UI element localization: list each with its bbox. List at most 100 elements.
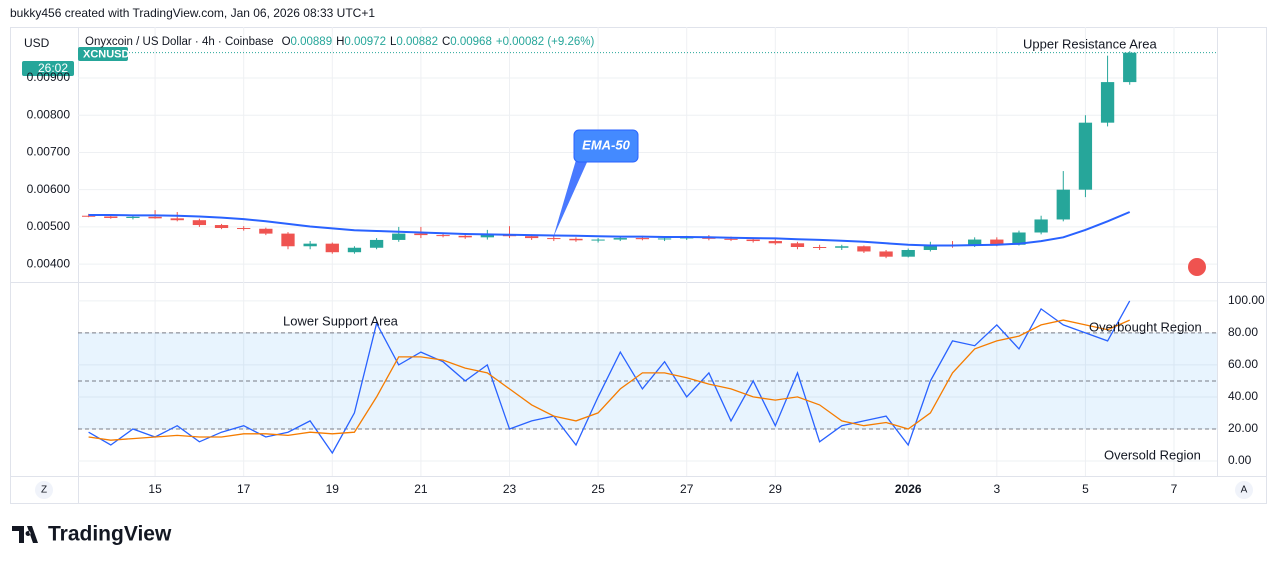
candle-body [990,239,1004,245]
candle-body [170,218,184,221]
candle-body [901,249,915,257]
annotation: Upper Resistance Area [1023,36,1157,51]
candle-body [569,238,583,241]
legend-title: Onyxcoin / US Dollar · 4h · Coinbase [85,36,274,48]
candle-body [259,228,273,234]
countdown: 26:02 [38,61,68,75]
x-tick-label: 21 [414,482,428,496]
candle-body [148,216,162,219]
y-tick-label: 0.00700 [27,145,71,159]
x-tick-label: 17 [237,482,251,496]
brand-name: TradingView [48,523,172,546]
symbol-tag [78,47,128,61]
legend-key: H [336,36,344,48]
candle-body [812,247,827,249]
chart-frame [10,27,1267,504]
x-tick-label: 23 [503,482,517,496]
candle-body [657,238,672,240]
candle-body [325,243,339,253]
candle-body [746,239,760,242]
candle-body [1123,52,1137,83]
candle-body [724,238,738,240]
x-tick-label: 29 [769,482,783,496]
flag-icon[interactable] [1188,258,1206,276]
y-tick-label: 100.00 [1228,293,1265,307]
x-tick-label: 15 [148,482,162,496]
candle-body [768,241,782,244]
candle-body [104,216,118,218]
candle-body [347,247,362,253]
caption: bukky456 created with TradingView.com, J… [10,6,375,20]
annotation: Lower Support Area [283,313,399,328]
candle-body [879,251,893,257]
series-line [88,319,1130,441]
legend-change: +0.00082 (+9.26%) [496,36,595,48]
candle-body [1078,122,1093,190]
candle-body [835,246,849,248]
candle-body [237,228,251,230]
series-line [88,300,1131,455]
scale-button-label[interactable]: A [1241,485,1248,496]
x-tick-label: 25 [591,482,605,496]
legend-value: 0.00882 [396,36,438,48]
scale-button[interactable] [1235,481,1253,499]
candle-body [790,243,805,248]
x-tick-label: 2026 [895,482,922,496]
candle-body [458,235,472,238]
legend-value: 0.00889 [291,36,333,48]
series-line [88,211,1131,247]
candle-body [1012,232,1026,245]
candle-body [480,234,494,238]
candle-body [369,239,384,248]
scale-button-label[interactable]: Z [41,485,47,496]
y-tick-label: 40.00 [1228,389,1258,403]
candle-body [591,239,605,241]
y-tick-label: 0.00 [1228,453,1252,467]
candle-body [192,220,207,226]
x-tick-label: 27 [680,482,694,496]
callout-text: EMA-50 [582,137,630,152]
y-tick-label: 20.00 [1228,421,1258,435]
candle-body [547,238,561,240]
candle-body [1056,189,1070,220]
x-tick-label: 3 [993,482,1000,496]
candle-body [857,246,871,252]
candle-body [525,236,539,239]
candle-body [923,244,938,250]
candle-body [968,239,982,246]
candle-body [436,235,450,237]
legend: Onyxcoin / US Dollar · 4h · Coinbase O0.0… [85,36,594,48]
legend-value: 0.00972 [344,36,386,48]
legend-value: 0.00968 [450,36,492,48]
candle-body [1034,219,1048,233]
y-tick-label: 0.00900 [27,70,71,84]
y-tick-label: 0.00800 [27,107,71,121]
y-tick-label: 0.00400 [27,256,71,270]
candle-body [81,215,96,217]
y-tick-label: 80.00 [1228,325,1258,339]
currency: USD [24,36,50,50]
candle-body [281,233,295,247]
x-tick-label: 7 [1171,482,1178,496]
annotation: Overbought Region [1089,319,1202,334]
legend-key: L [390,36,397,48]
symbol: XCNUSD [83,48,130,60]
candle-body [635,238,650,240]
candle-body [1100,82,1115,123]
callout-pointer [553,160,588,238]
scale-button[interactable] [35,481,53,499]
candle-body [214,225,229,229]
candle-body [613,238,627,240]
candle-body [392,233,406,240]
candle-body [414,233,428,236]
y-tick-label: 0.00500 [27,219,71,233]
x-tick-label: 19 [326,482,340,496]
x-tick-label: 5 [1082,482,1089,496]
candle-body [303,243,317,247]
legend-key: O [282,36,291,48]
annotation: Oversold Region [1104,447,1201,462]
legend-key: C [442,36,450,48]
candle-body [126,216,140,218]
